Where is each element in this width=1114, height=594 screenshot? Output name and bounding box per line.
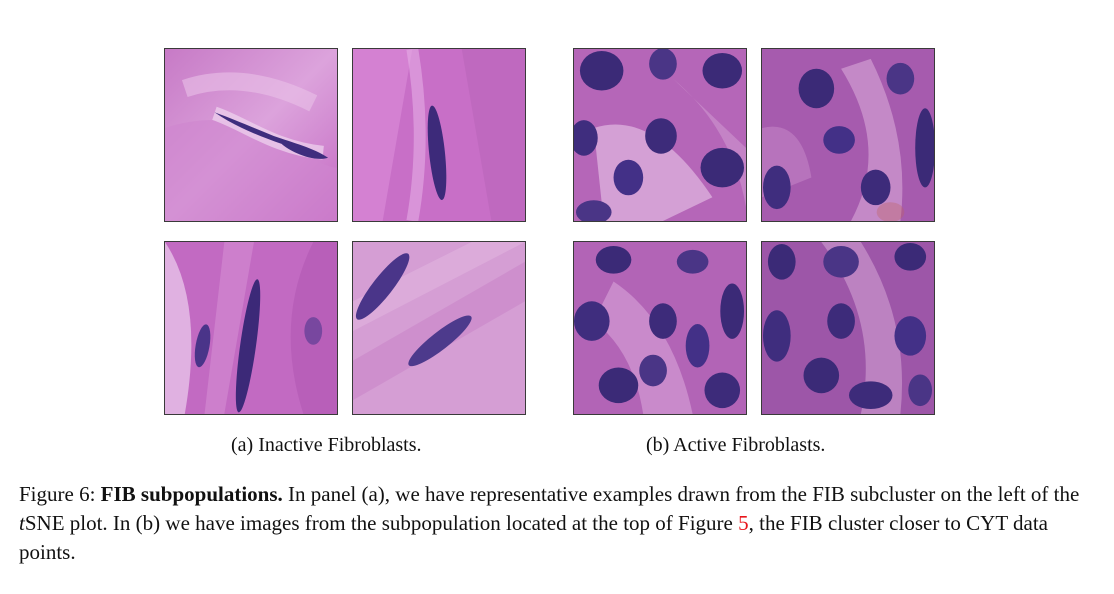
figure-title: FIB subpopulations. — [100, 482, 283, 506]
panel-b-caption: (b) Active Fibroblasts. — [646, 434, 826, 456]
figure-reference-link[interactable]: 5 — [738, 511, 749, 535]
caption-text-tsne: SNE plot. In (b) we have images from the… — [24, 511, 733, 535]
tsne-t: t — [19, 511, 25, 535]
figure-label: Figure 6: — [19, 482, 96, 506]
caption-text-2: , the FIB cluster closer to CYT data poi… — [19, 511, 1048, 564]
inactive-fibroblast-image-2 — [352, 48, 526, 222]
inactive-fibroblast-image-4 — [352, 241, 526, 415]
active-fibroblast-image-1 — [573, 48, 747, 222]
active-fibroblast-image-4 — [761, 241, 935, 415]
active-fibroblast-image-2 — [761, 48, 935, 222]
caption-text-1: In panel (a), we have representative exa… — [288, 482, 1080, 506]
inactive-fibroblast-image-3 — [164, 241, 338, 415]
panel-a-caption: (a) Inactive Fibroblasts. — [231, 434, 422, 456]
inactive-fibroblast-image-1 — [164, 48, 338, 222]
active-fibroblast-image-3 — [573, 241, 747, 415]
figure-caption: Figure 6: FIB subpopulations. In panel (… — [19, 480, 1099, 567]
